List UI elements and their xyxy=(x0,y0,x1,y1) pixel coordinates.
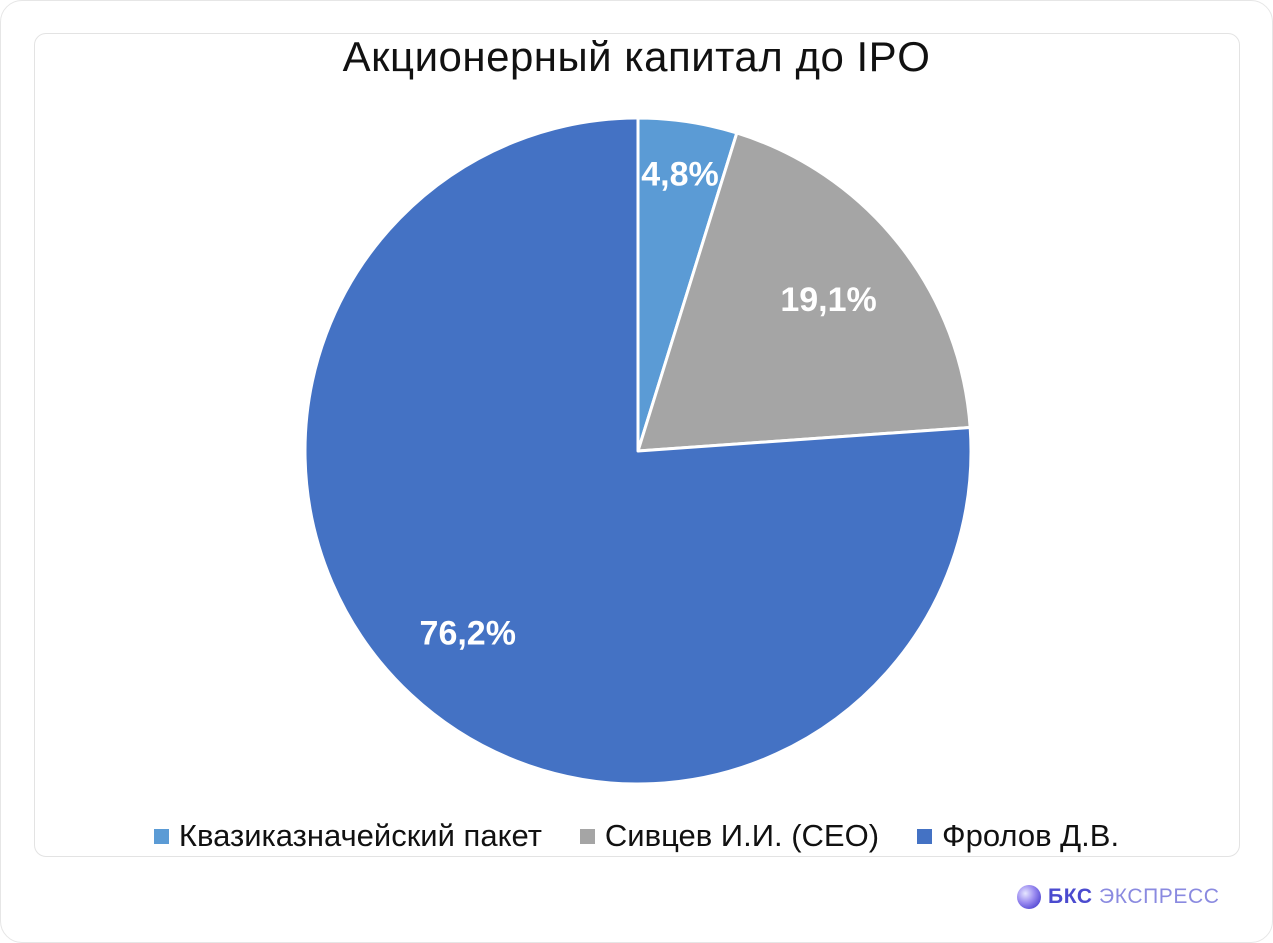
legend-item-0: Квазиказначейский пакет xyxy=(153,818,542,854)
legend-item-1: Сивцев И.И. (CEO) xyxy=(579,818,880,854)
legend-swatch-2 xyxy=(917,828,933,844)
pie-label-0: 4,8% xyxy=(641,155,719,193)
pie-label-2: 76,2% xyxy=(420,615,516,653)
pie-slice-2 xyxy=(303,116,973,786)
pie-label-1: 19,1% xyxy=(780,281,876,319)
legend-label-2: Фролов Д.В. xyxy=(942,818,1120,853)
legend-swatch-1 xyxy=(579,828,595,844)
brand-watermark: БКС ЭКСПРЕСС xyxy=(1016,882,1220,912)
brand-logo-icon xyxy=(1017,885,1041,909)
legend-swatch-0 xyxy=(153,828,169,844)
chart-title: Акционерный капитал до IPO xyxy=(342,33,931,80)
legend-label-1: Сивцев И.И. (CEO) xyxy=(604,818,880,853)
brand-name-part1: БКС xyxy=(1048,885,1093,908)
legend-item-2: Фролов Д.В. xyxy=(917,818,1119,854)
brand-name: БКС ЭКСПРЕСС xyxy=(1048,885,1220,909)
pie-slice-1 xyxy=(636,131,972,453)
legend-label-0: Квазиказначейский пакет xyxy=(178,818,542,853)
brand-name-part2: ЭКСПРЕСС xyxy=(1099,885,1220,908)
chart-legend: Квазиказначейский пакет Сивцев И.И. (CEO… xyxy=(0,818,1273,854)
